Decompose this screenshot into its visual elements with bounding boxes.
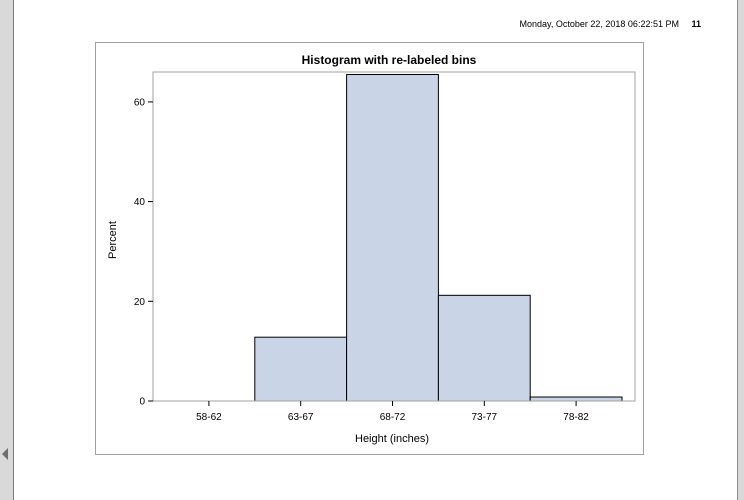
right-gutter [738,0,744,500]
y-tick-label: 60 [134,97,146,108]
bar-63-67 [254,336,348,402]
x-tick-label: 58-62 [196,412,222,423]
y-axis: 0 20 40 60 [134,97,153,408]
scroll-left-arrow-icon[interactable] [2,448,8,460]
bar-78-82 [529,396,623,402]
x-tick-label: 73-77 [472,412,498,423]
x-tick-label: 78-82 [563,412,589,423]
right-gutter-border [737,0,738,500]
page-header: Monday, October 22, 2018 06:22:51 PM 11 [520,19,701,29]
left-gutter-border [13,0,14,500]
y-tick-label: 0 [139,397,145,408]
x-axis: 58-62 63-67 68-72 73-77 78-82 [196,401,589,423]
chart-title: Histogram with re-labeled bins [302,53,477,67]
x-axis-label: Height (inches) [355,433,429,445]
y-tick-label: 20 [134,297,146,308]
bar-73-77 [437,294,531,402]
left-gutter [0,0,13,500]
bars-group [254,73,623,402]
bar-68-72 [346,73,439,402]
x-tick-label: 63-67 [288,412,314,423]
y-axis-label: Percent [107,221,119,259]
plot-area-border [152,71,636,402]
timestamp: Monday, October 22, 2018 06:22:51 PM [519,19,679,29]
x-tick-label: 68-72 [380,412,406,423]
page-number: 11 [691,19,701,29]
y-tick-label: 40 [134,197,146,208]
